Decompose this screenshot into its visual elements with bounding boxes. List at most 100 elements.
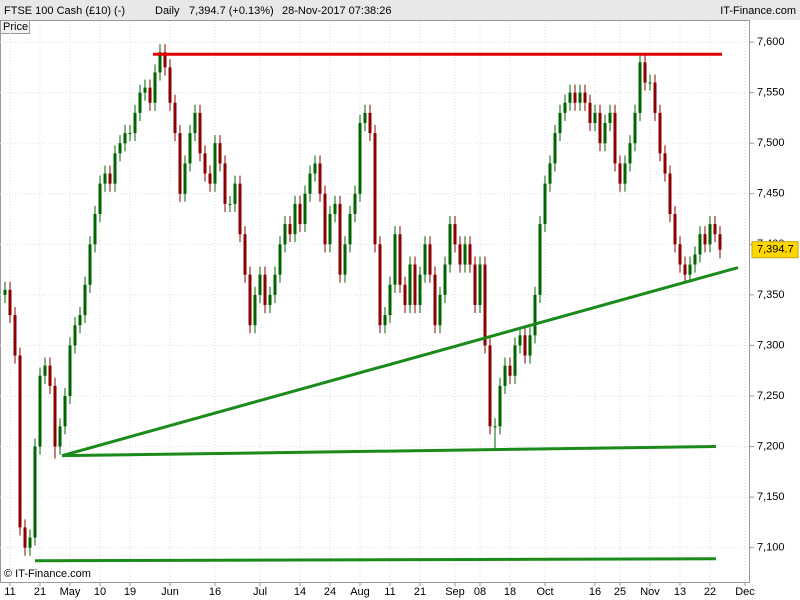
candle-body: [383, 315, 387, 326]
candle-body: [223, 163, 227, 204]
candle-body: [378, 244, 382, 326]
candle-body: [148, 87, 152, 103]
x-tick-label: Nov: [640, 586, 660, 598]
last-price-box: [751, 241, 799, 259]
candle-body: [538, 224, 542, 295]
candle-body: [113, 153, 117, 184]
candle-body: [548, 163, 552, 184]
timestamp: 28-Nov-2017 07:38:26: [282, 5, 391, 17]
candle-body: [63, 395, 67, 427]
candle-body: [123, 133, 127, 144]
candle-body: [158, 52, 162, 73]
candle-body: [568, 92, 572, 103]
x-tick-label: Aug: [350, 586, 370, 598]
candle-body: [483, 264, 487, 346]
candle-body: [218, 143, 222, 164]
candle-body: [613, 112, 617, 164]
candle-body: [53, 385, 57, 447]
candle-body: [8, 289, 12, 316]
candle-body: [213, 143, 217, 184]
candle-body: [643, 62, 647, 83]
candle-body: [408, 264, 412, 305]
candle-body: [268, 294, 272, 305]
candle-body: [413, 264, 417, 305]
x-tick-label: 22: [704, 586, 716, 598]
x-tick-label: Jun: [161, 586, 179, 598]
quote: 7,394.7 (+0.13%): [189, 5, 274, 17]
candle-body: [153, 72, 157, 103]
candle-body: [623, 163, 627, 184]
candle-body: [578, 92, 582, 103]
candle-body: [103, 173, 107, 184]
candle-body: [283, 224, 287, 245]
candle-body: [403, 284, 407, 305]
candle-body: [328, 213, 332, 245]
candle-body: [583, 92, 587, 103]
candle-body: [323, 193, 327, 245]
candle-body: [443, 264, 447, 295]
candle-body: [248, 274, 252, 326]
candle-body: [363, 112, 367, 123]
candle-body: [293, 203, 297, 235]
candle-body: [488, 345, 492, 427]
candle-body: [168, 67, 172, 103]
candle-body: [508, 365, 512, 376]
period: Daily: [155, 5, 180, 17]
candle-body: [188, 133, 192, 164]
candle-body: [668, 173, 672, 214]
candle-body: [128, 133, 132, 135]
candle-body: [658, 112, 662, 154]
candle-body: [543, 183, 547, 225]
candle-body: [688, 264, 692, 275]
candle-body: [23, 527, 27, 548]
candle-body: [38, 375, 42, 447]
candle-body: [133, 112, 137, 134]
candle-body: [423, 244, 427, 275]
x-tick-label: 21: [414, 586, 426, 598]
candle-body: [48, 365, 52, 386]
candle-body: [338, 203, 342, 275]
candle-body: [418, 274, 422, 305]
x-tick-label: Sep: [445, 586, 465, 598]
candle-body: [298, 203, 302, 225]
y-tick-label: 7,100: [757, 542, 785, 554]
candle-body: [18, 355, 22, 528]
candle-body: [263, 274, 267, 305]
candle-body: [693, 254, 697, 265]
candle-body: [708, 224, 712, 245]
candle-body: [698, 234, 702, 255]
candle-body: [358, 122, 362, 194]
x-tick-label: 13: [674, 586, 686, 598]
candle-body: [438, 294, 442, 326]
candle-body: [98, 183, 102, 214]
x-tick-label: 11: [384, 586, 395, 598]
x-tick-label: 18: [504, 586, 516, 598]
candle-body: [588, 102, 592, 123]
candle-body: [528, 335, 532, 356]
candle-body: [598, 112, 602, 144]
candle-body: [593, 112, 597, 123]
y-tick-label: 7,250: [757, 390, 785, 402]
candle-body: [78, 315, 82, 326]
last-price-label: 7,394.7: [757, 244, 794, 256]
candle-body: [13, 315, 17, 356]
candle-body: [373, 133, 377, 245]
candle-body: [718, 234, 722, 250]
candle-body: [203, 153, 207, 174]
x-tick-label: 24: [324, 586, 336, 598]
candle-body: [138, 92, 142, 113]
candle-body: [343, 244, 347, 275]
candle-body: [238, 183, 242, 235]
candle-body: [368, 112, 372, 134]
candle-body: [28, 537, 32, 548]
candle-body: [198, 112, 202, 154]
candle-body: [313, 163, 317, 174]
candle-body: [303, 193, 307, 225]
candle-body: [683, 264, 687, 275]
candle-body: [43, 365, 47, 376]
candle-body: [393, 234, 397, 285]
x-tick-label: Jul: [253, 586, 267, 598]
candle-body: [473, 264, 477, 305]
candle-body: [553, 133, 557, 164]
